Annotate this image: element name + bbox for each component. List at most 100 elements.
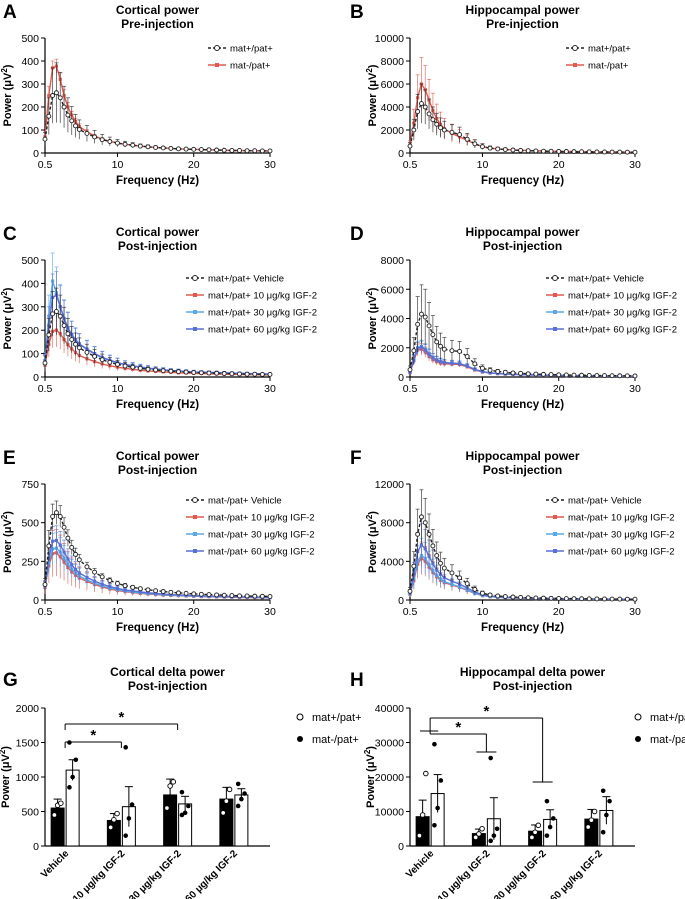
x-axis-label: Frequency (Hz) [481,175,564,187]
y-axis-label: Power (μV2) [0,287,14,349]
data-point [252,148,258,154]
x-tick-label: 20 [553,383,565,395]
data-point [123,588,127,592]
x-tick-label: 10 [112,383,124,395]
data-point [579,372,585,378]
data-point [126,816,132,821]
legend-label: mat-/pat+ [230,61,271,72]
legend-label: mat-/pat+ 60 μg/kg IGF-2 [208,547,315,558]
data-point [495,146,501,152]
data-point [267,593,273,599]
legend-marker [193,532,197,536]
data-point [73,341,78,347]
data-point [563,149,569,154]
legend-marker [192,275,198,281]
data-point [73,757,79,763]
category-label: 60 μg/kg IGF-2 [183,848,240,899]
data-point [438,778,444,783]
data-point [76,127,82,132]
category-label: 10 μg/kg IGF-2 [71,848,128,899]
chart-subtitle: Post-injection [118,463,197,477]
panel-letter-e: E [3,448,16,469]
x-tick-label: 30 [629,159,641,171]
data-point [252,593,258,599]
data-point [237,593,242,599]
data-point [153,588,159,594]
data-point [186,803,191,809]
data-point [533,595,539,601]
data-point [198,370,204,376]
data-point [221,147,227,153]
series-mat-pat-vehicle [407,489,638,602]
data-point [556,148,562,154]
data-point [61,524,67,530]
data-point [449,570,455,576]
data-point [239,796,244,802]
y-tick-label: 10000 [375,807,404,819]
legend-marker [553,293,557,297]
significance-star: * [90,727,96,744]
y-axis-label: Power (μV2) [365,511,380,573]
data-point [252,371,258,377]
chart-title: Cortical delta power [110,665,225,679]
series-mat-pat-vehicle [407,284,638,379]
panel-letter-c: C [3,224,17,245]
data-point [533,371,539,377]
data-point [441,127,447,133]
data-point [131,589,135,593]
data-point [214,592,220,598]
data-point [145,366,151,372]
y-tick-label: 40000 [375,703,404,715]
data-point [586,149,592,155]
panel-letter-f: F [350,448,362,469]
data-point [221,371,227,376]
legend: mat+/pat+ mat-/pat+ [566,44,631,72]
data-point [430,117,436,123]
x-tick-label: 10 [477,383,489,395]
data-point [70,774,75,780]
data-point [419,812,426,818]
legend-label: mat+/pat+ 30 μg/kg IGF-2 [208,308,317,319]
line-chart-e: 0 250 500 750 0.5 10 20 30 Frequency (Hz) mat-/pa… [21,479,314,634]
data-point [99,137,105,143]
significance-bracket: * [64,727,122,748]
y-tick-label: 2000 [16,703,40,715]
line-chart-c: 0 100 200 300 400 500 0.5 10 20 30 Frequency (Hz) m… [21,252,317,411]
x-tick-label: 30 [629,383,641,395]
data-point [51,539,55,543]
legend: mat+/pat+ Vehicle mat+/pat+ 10 μg/kg IGF-… [186,274,317,336]
x-axis-label: Frequency (Hz) [481,399,564,411]
data-point [624,373,630,379]
data-point [556,595,562,601]
y-tick-label: 400 [21,56,39,68]
data-point [226,786,233,793]
data-point [183,146,189,152]
chart-subtitle: Pre-injection [121,17,194,31]
data-point [427,352,431,356]
data-point [206,370,212,376]
data-point [176,590,181,596]
data-point [510,147,516,153]
data-point [602,596,607,602]
data-point [65,535,71,541]
data-point [198,147,204,153]
data-point [609,149,615,155]
data-point [548,372,554,378]
data-point [434,339,440,345]
data-point [191,591,197,597]
data-point [115,140,120,146]
data-point [585,824,591,830]
data-point [434,553,440,558]
data-point [267,148,273,154]
data-point [42,136,48,142]
data-point [65,112,71,118]
data-point [502,594,508,599]
data-point [69,544,75,550]
legend-label: mat-/pat+ [588,61,629,72]
data-point [426,111,432,117]
data-point [407,588,413,594]
panel-letter-h: H [350,670,364,691]
data-point [76,557,82,563]
data-point [541,371,546,377]
data-point [426,531,432,537]
